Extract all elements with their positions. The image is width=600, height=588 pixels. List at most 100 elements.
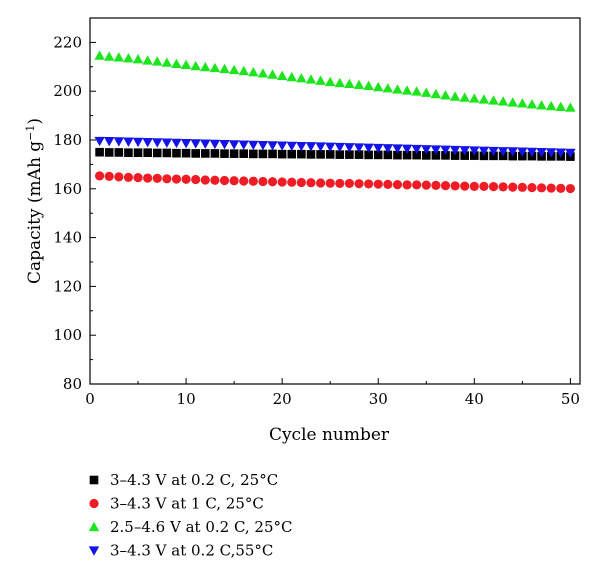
data-point-series-3 <box>517 98 528 108</box>
data-point-series-3 <box>238 65 249 76</box>
data-point-series-2 <box>440 181 451 191</box>
data-point-series-1 <box>210 149 220 158</box>
data-point-series-1 <box>354 150 364 159</box>
y-tick-label: 220 <box>53 33 82 51</box>
data-point-series-1 <box>364 150 373 160</box>
data-point-series-3 <box>324 76 336 87</box>
data-point-series-3 <box>497 96 509 106</box>
data-point-series-1 <box>460 151 470 160</box>
data-point-series-1 <box>124 148 133 157</box>
data-point-series-2 <box>527 182 537 193</box>
data-point-series-1 <box>191 149 200 158</box>
data-point-series-3 <box>276 70 288 80</box>
data-point-series-4 <box>478 146 490 156</box>
data-point-series-2 <box>315 178 326 188</box>
data-point-series-4 <box>440 145 451 155</box>
data-point-series-2 <box>287 177 297 187</box>
data-point-series-2 <box>306 178 316 188</box>
data-point-series-1 <box>297 149 306 159</box>
y-axis-title: Capacity (mAh g−1) <box>24 118 45 284</box>
y-tick-label: 180 <box>53 131 82 149</box>
data-point-series-1 <box>162 148 172 158</box>
data-point-series-3 <box>248 66 259 77</box>
data-point-series-4 <box>488 146 499 157</box>
data-point-series-4 <box>334 142 346 153</box>
data-point-series-1 <box>95 147 104 157</box>
x-tick-label: 30 <box>369 390 388 408</box>
data-point-series-1 <box>229 149 239 158</box>
data-point-series-3 <box>363 80 374 90</box>
data-point-series-2 <box>373 179 383 189</box>
data-point-series-2 <box>479 181 489 191</box>
data-point-series-4 <box>161 138 173 148</box>
data-point-series-3 <box>286 71 297 82</box>
data-point-series-2 <box>344 178 355 189</box>
data-point-series-2 <box>267 177 278 187</box>
data-point-series-3 <box>257 68 269 78</box>
data-point-series-3 <box>440 90 451 100</box>
data-point-series-2 <box>488 182 499 192</box>
data-point-series-4 <box>411 144 422 155</box>
data-point-series-2 <box>517 182 527 192</box>
data-point-series-3 <box>555 101 566 111</box>
data-point-series-4 <box>324 142 336 153</box>
data-point-series-2 <box>191 174 201 185</box>
data-point-series-3 <box>190 60 201 71</box>
data-point-series-2 <box>258 176 268 187</box>
data-point-series-3 <box>353 79 365 90</box>
legend-label-2: 3–4.3 V at 1 C, 25°C <box>110 495 264 513</box>
data-point-series-4 <box>228 140 240 150</box>
data-point-series-3 <box>305 74 317 84</box>
data-point-series-4 <box>142 138 153 148</box>
data-point-series-2 <box>114 172 124 182</box>
data-point-series-4 <box>305 142 317 152</box>
x-tick-label: 10 <box>177 390 196 408</box>
data-point-series-1 <box>104 148 114 157</box>
y-tick-label: 200 <box>53 82 82 100</box>
data-point-series-2 <box>508 182 518 192</box>
data-point-series-3 <box>152 56 163 66</box>
legend-label-4: 3–4.3 V at 0.2 C,55°C <box>110 542 273 560</box>
data-point-series-1 <box>152 148 162 158</box>
data-point-series-3 <box>373 81 384 92</box>
data-point-series-4 <box>507 147 518 157</box>
data-point-series-4 <box>363 143 374 154</box>
legend-marker-3 <box>88 521 100 532</box>
data-point-series-4 <box>545 148 557 158</box>
data-point-series-4 <box>257 140 269 151</box>
data-point-series-4 <box>209 139 221 150</box>
data-point-series-4 <box>238 140 249 150</box>
data-point-series-1 <box>412 150 421 160</box>
data-point-series-3 <box>421 87 432 97</box>
data-point-series-1 <box>249 149 258 159</box>
data-point-series-2 <box>133 172 143 183</box>
data-point-series-3 <box>94 50 105 60</box>
data-point-series-3 <box>507 97 518 107</box>
data-point-series-2 <box>325 178 335 188</box>
data-point-series-3 <box>469 93 480 103</box>
data-point-series-4 <box>565 148 576 159</box>
data-point-series-4 <box>219 139 230 150</box>
data-point-series-2 <box>277 177 287 187</box>
data-point-series-3 <box>411 86 422 96</box>
data-point-series-4 <box>449 145 461 156</box>
data-point-series-1 <box>306 150 316 159</box>
data-point-series-3 <box>526 99 538 109</box>
data-point-series-3 <box>104 51 115 61</box>
data-point-series-1 <box>335 150 345 159</box>
data-point-series-1 <box>383 150 393 160</box>
data-point-series-2 <box>210 175 220 185</box>
data-point-series-3 <box>161 57 173 67</box>
data-point-series-3 <box>200 61 211 72</box>
data-point-series-1 <box>287 149 297 159</box>
data-point-series-3 <box>478 94 490 104</box>
data-point-series-3 <box>296 73 307 83</box>
data-point-series-1 <box>393 150 402 160</box>
y-axis-title-main: Capacity (mAh g <box>25 141 45 284</box>
data-point-series-2 <box>565 183 575 194</box>
data-point-series-2 <box>383 179 393 190</box>
data-point-series-3 <box>228 64 240 75</box>
data-point-series-1 <box>172 148 181 158</box>
data-point-series-1 <box>181 148 191 158</box>
data-point-series-2 <box>450 181 460 191</box>
